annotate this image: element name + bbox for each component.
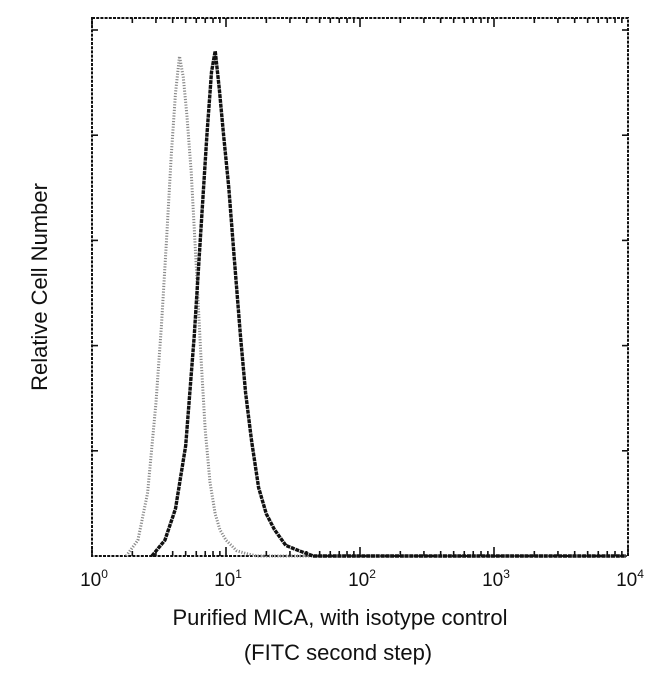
- x-tick-label: 103: [482, 567, 510, 591]
- plot-frame: [91, 17, 629, 557]
- x-tick-label: 102: [348, 567, 376, 591]
- x-tick-label: 104: [616, 567, 644, 591]
- x-tick-labels: 100 101 102 103 104: [80, 567, 644, 591]
- isotype-control-series: [124, 54, 626, 558]
- x-tick-label: 100: [80, 567, 108, 591]
- axis-ticks: [91, 18, 629, 556]
- x-axis-label-line2: (FITC second step): [244, 640, 432, 665]
- x-tick-label: 101: [214, 567, 242, 591]
- x-axis-label: Purified MICA, with isotype control: [172, 605, 507, 630]
- y-axis-label: Relative Cell Number: [27, 183, 52, 391]
- mica-series: [150, 49, 626, 558]
